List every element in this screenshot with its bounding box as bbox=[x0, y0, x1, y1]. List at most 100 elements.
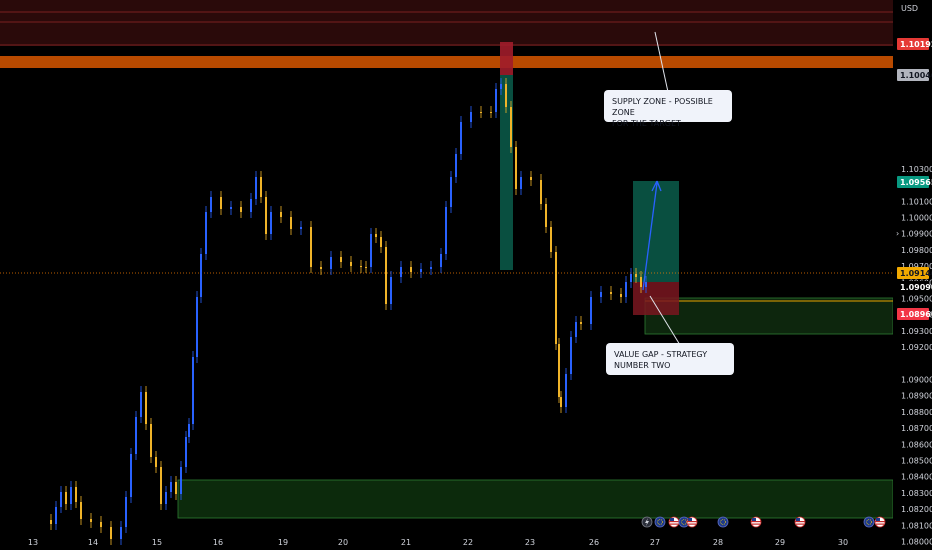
candle-body bbox=[545, 204, 547, 227]
price-axis-label: 1.08100 bbox=[901, 521, 932, 530]
price-axis[interactable]: 1.10300 1.10100 1.10000 1.09900 1.09800 1.097… bbox=[901, 165, 932, 547]
price-tag-target-text: 1.09565 bbox=[900, 178, 932, 187]
economic-events-row[interactable] bbox=[641, 516, 886, 528]
short-stop-box bbox=[500, 42, 513, 75]
candle-body bbox=[188, 424, 190, 437]
price-tag-stop: 1.08960 bbox=[897, 308, 932, 320]
price-tag-last-bg bbox=[897, 267, 929, 279]
price-axis-label: 1.09000 bbox=[901, 376, 932, 385]
price-tag-last: 1.09146 bbox=[897, 267, 932, 279]
candle-body bbox=[630, 274, 632, 282]
candle-body bbox=[400, 267, 402, 277]
price-tag-zone-top-bg bbox=[897, 38, 929, 50]
candle-body bbox=[540, 180, 542, 204]
price-axis-label: 1.08200 bbox=[901, 505, 932, 514]
price-tag-stop-bg bbox=[897, 308, 929, 320]
price-tag-zone-top: 1.10192 bbox=[897, 38, 932, 50]
candle-body bbox=[210, 197, 212, 212]
target-arrow-head bbox=[651, 180, 662, 192]
eu-flag-icon[interactable] bbox=[717, 516, 729, 528]
candle-body bbox=[380, 237, 382, 247]
candle-body bbox=[100, 522, 102, 527]
long-target-box bbox=[633, 181, 679, 282]
time-axis-label: 14 bbox=[88, 538, 98, 547]
short-target-box bbox=[500, 75, 513, 270]
price-axis-label: 1.08900 bbox=[901, 392, 932, 401]
candle-body bbox=[90, 519, 92, 522]
price-tag-zone-top-text: 1.10192 bbox=[900, 40, 932, 49]
time-axis[interactable]: 13 14 15 16 19 20 21 22 23 26 27 28 29 30 bbox=[28, 538, 848, 547]
candle-body bbox=[510, 107, 512, 147]
candle-body bbox=[280, 212, 282, 217]
candle-body bbox=[505, 84, 507, 107]
candle-body bbox=[260, 177, 262, 197]
candle-body bbox=[55, 507, 57, 524]
axis-scroll-arrow-icon[interactable]: › bbox=[896, 229, 899, 238]
candle-body bbox=[390, 277, 392, 304]
candle-body bbox=[515, 147, 517, 189]
candle-body bbox=[560, 397, 562, 407]
candle-body bbox=[635, 274, 637, 277]
upper-resistance-band bbox=[0, 0, 893, 46]
candle-body bbox=[220, 197, 222, 209]
price-axis-label: 1.09500 bbox=[901, 295, 932, 304]
candle-body bbox=[530, 177, 532, 180]
candle-body bbox=[500, 84, 502, 89]
candle-body bbox=[385, 247, 387, 304]
candle-body bbox=[555, 252, 557, 344]
value-gap-callout[interactable]: VALUE GAP - STRATEGY NUMBER TWO bbox=[606, 343, 734, 375]
candle-body bbox=[75, 487, 77, 502]
price-tag-last-text: 1.09146 bbox=[900, 269, 932, 278]
price-tag-zone-bottom-bg bbox=[897, 69, 929, 81]
candle-body bbox=[240, 207, 242, 212]
supply-zone-callout[interactable]: SUPPLY ZONE - POSSIBLE ZONE FOR THE TARG… bbox=[604, 90, 732, 128]
candle-body bbox=[610, 292, 612, 294]
candle-body bbox=[205, 212, 207, 254]
candle-body bbox=[480, 112, 482, 113]
supply-zone-rect bbox=[0, 56, 893, 68]
us-flag-icon[interactable] bbox=[750, 516, 762, 528]
time-axis-label: 19 bbox=[278, 538, 288, 547]
candle-body bbox=[430, 267, 432, 269]
candle-body bbox=[110, 527, 112, 539]
candle-body bbox=[620, 294, 622, 297]
price-axis-label: 1.08600 bbox=[901, 440, 932, 449]
candles-group bbox=[50, 78, 647, 545]
price-axis-label: 1.08800 bbox=[901, 408, 932, 417]
us-flag-icon[interactable] bbox=[794, 516, 806, 528]
us-flag-icon[interactable] bbox=[874, 516, 886, 528]
candle-body bbox=[365, 267, 367, 268]
us-flag-icon[interactable] bbox=[668, 516, 680, 528]
candle-body bbox=[340, 257, 342, 262]
candle-body bbox=[565, 374, 567, 407]
candle-body bbox=[200, 254, 202, 297]
price-tag-current: 1.09090 bbox=[897, 281, 932, 293]
price-axis-label: 1.08500 bbox=[901, 457, 932, 466]
demand-zone-rect bbox=[177, 479, 894, 519]
us-flag-icon[interactable] bbox=[686, 516, 698, 528]
candle-body bbox=[155, 457, 157, 467]
candle-body bbox=[375, 234, 377, 237]
eu-flag-icon[interactable] bbox=[654, 516, 666, 528]
eu-flag-icon[interactable] bbox=[863, 516, 875, 528]
candle-body bbox=[310, 227, 312, 267]
time-axis-label: 22 bbox=[463, 538, 473, 547]
candle-body bbox=[165, 492, 167, 504]
candle-body bbox=[160, 467, 162, 504]
price-axis-label: 1.08400 bbox=[901, 473, 932, 482]
time-axis-label: 29 bbox=[775, 538, 785, 547]
price-tag-current-text: 1.09090 bbox=[900, 283, 932, 292]
candle-body bbox=[70, 487, 72, 504]
candle-body bbox=[550, 227, 552, 252]
candle-body bbox=[590, 297, 592, 324]
time-axis-label: 21 bbox=[401, 538, 411, 547]
time-axis-label: 28 bbox=[713, 538, 723, 547]
lightning-icon[interactable] bbox=[641, 516, 653, 528]
price-axis-label: 1.10300 bbox=[901, 165, 932, 174]
candle-body bbox=[135, 417, 137, 454]
candle-body bbox=[600, 292, 602, 297]
candle-body bbox=[320, 267, 322, 269]
long-stop-box bbox=[633, 282, 679, 315]
